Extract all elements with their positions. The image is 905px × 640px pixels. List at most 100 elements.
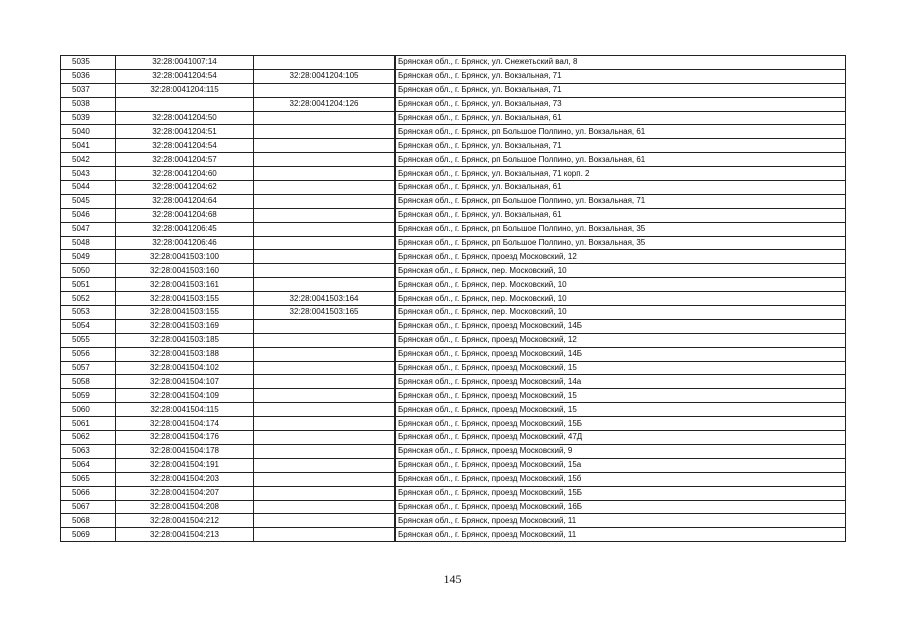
- row-number-cell: 5067: [60, 499, 116, 515]
- cadastral-number-cell: 32:28:0041503:100: [115, 249, 254, 265]
- address-cell: Брянская обл., г. Брянск, ул. Снежетьски…: [394, 55, 846, 70]
- cadastral-number-cell: 32:28:0041204:115: [115, 82, 254, 98]
- cadastral-number-cell: 32:28:0041204:64: [115, 193, 254, 209]
- table-row: 5043 32:28:0041204:60 Брянская обл., г. Бр…: [60, 166, 846, 182]
- row-number-cell: 5053: [60, 305, 116, 320]
- address-cell: Брянская обл., г. Брянск, ул. Вокзальная…: [394, 82, 846, 98]
- page-number: 145: [443, 572, 462, 586]
- cadastral-number-cell: 32:28:0041504:115: [115, 402, 254, 418]
- table-row: 5068 32:28:0041504:212 Брянская обл., г. Б…: [60, 513, 846, 529]
- row-number-cell: 5041: [60, 138, 116, 154]
- address-cell: Брянская обл., г. Брянск, проезд Московс…: [394, 471, 846, 487]
- linked-cadastral-number-cell: [253, 332, 396, 348]
- address-cell: Брянская обл., г. Брянск, рп Большое Пол…: [394, 235, 846, 251]
- linked-cadastral-number-cell: [253, 110, 396, 126]
- linked-cadastral-number-cell: [253, 485, 396, 501]
- table-row: 5066 32:28:0041504:207 Брянская обл., г. Б…: [60, 485, 846, 501]
- table-row: 5038 32:28:0041204:126 Брянская обл., г. Б…: [60, 96, 846, 112]
- linked-cadastral-number-cell: [253, 193, 396, 209]
- row-number-cell: 5039: [60, 110, 116, 126]
- address-cell: Брянская обл., г. Брянск, рп Большое Пол…: [394, 124, 846, 140]
- linked-cadastral-number-cell: [253, 388, 396, 404]
- address-cell: Брянская обл., г. Брянск, проезд Московс…: [394, 388, 846, 404]
- table-row: 5052 32:28:0041503:155 32:28:0041503:164 Бр…: [60, 291, 846, 307]
- table-row: 5047 32:28:0041206:45 Брянская обл., г. Бр…: [60, 221, 846, 237]
- row-number-cell: 5061: [60, 416, 116, 432]
- address-cell: Брянская обл., г. Брянск, пер. Московски…: [394, 291, 846, 307]
- row-number-cell: 5059: [60, 388, 116, 404]
- linked-cadastral-number-cell: [253, 249, 396, 265]
- row-number-cell: 5050: [60, 263, 116, 279]
- table-row: 5054 32:28:0041503:169 Брянская обл., г. Б…: [60, 318, 846, 334]
- row-number-cell: 5060: [60, 402, 116, 418]
- address-cell: Брянская обл., г. Брянск, проезд Московс…: [394, 249, 846, 265]
- cadastral-number-cell: 32:28:0041204:50: [115, 110, 254, 126]
- linked-cadastral-number-cell: [253, 443, 396, 459]
- table-row: 5058 32:28:0041504:107 Брянская обл., г. Б…: [60, 374, 846, 390]
- linked-cadastral-number-cell: [253, 124, 396, 140]
- row-number-cell: 5046: [60, 207, 116, 223]
- linked-cadastral-number-cell: [253, 346, 396, 362]
- address-cell: Брянская обл., г. Брянск, рп Большое Пол…: [394, 152, 846, 168]
- row-number-cell: 5047: [60, 221, 116, 237]
- table-row: 5037 32:28:0041204:115 Брянская обл., г. Б…: [60, 82, 846, 98]
- table-row: 5053 32:28:0041503:155 32:28:0041503:165 Бр…: [60, 305, 846, 320]
- row-number-cell: 5057: [60, 360, 116, 376]
- table-row: 5062 32:28:0041504:176 Брянская обл., г. Б…: [60, 430, 846, 445]
- address-cell: Брянская обл., г. Брянск, проезд Московс…: [394, 485, 846, 501]
- address-cell: Брянская обл., г. Брянск, проезд Московс…: [394, 360, 846, 376]
- cadastral-number-cell: 32:28:0041504:109: [115, 388, 254, 404]
- address-cell: Брянская обл., г. Брянск, проезд Московс…: [394, 332, 846, 348]
- row-number-cell: 5048: [60, 235, 116, 251]
- table-row: 5044 32:28:0041204:62 Брянская обл., г. Бр…: [60, 180, 846, 195]
- linked-cadastral-number-cell: 32:28:0041204:126: [253, 96, 396, 112]
- cadastral-number-cell: 32:28:0041007:14: [115, 55, 254, 70]
- cadastral-number-cell: 32:28:0041504:213: [115, 527, 254, 543]
- linked-cadastral-number-cell: [253, 402, 396, 418]
- row-number-cell: 5045: [60, 193, 116, 209]
- row-number-cell: 5056: [60, 346, 116, 362]
- table-row: 5048 32:28:0041206:46 Брянская обл., г. Бр…: [60, 235, 846, 251]
- row-number-cell: 5049: [60, 249, 116, 265]
- address-cell: Брянская обл., г. Брянск, пер. Московски…: [394, 277, 846, 293]
- cadastral-number-cell: 32:28:0041504:208: [115, 499, 254, 515]
- cadastral-number-cell: 32:28:0041204:62: [115, 180, 254, 195]
- table-row: 5036 32:28:0041204:54 32:28:0041204:105 Бря…: [60, 68, 846, 84]
- row-number-cell: 5064: [60, 457, 116, 473]
- table-row: 5035 32:28:0041007:14 Брянская обл., г. Бр…: [60, 55, 846, 70]
- row-number-cell: 5051: [60, 277, 116, 293]
- row-number-cell: 5063: [60, 443, 116, 459]
- table-row: 5041 32:28:0041204:54 Брянская обл., г. Бр…: [60, 138, 846, 154]
- table-row: 5040 32:28:0041204:51 Брянская обл., г. Бр…: [60, 124, 846, 140]
- address-cell: Брянская обл., г. Брянск, ул. Вокзальная…: [394, 68, 846, 84]
- linked-cadastral-number-cell: [253, 82, 396, 98]
- address-cell: Брянская обл., г. Брянск, ул. Вокзальная…: [394, 180, 846, 195]
- table-body: 5035 32:28:0041007:14 Брянская обл., г. Бр…: [60, 55, 846, 543]
- cadastral-number-cell: 32:28:0041504:203: [115, 471, 254, 487]
- linked-cadastral-number-cell: 32:28:0041503:165: [253, 305, 396, 320]
- linked-cadastral-number-cell: [253, 55, 396, 70]
- table-row: 5045 32:28:0041204:64 Брянская обл., г. Бр…: [60, 193, 846, 209]
- linked-cadastral-number-cell: [253, 318, 396, 334]
- property-table: 5035 32:28:0041007:14 Брянская обл., г. Бр…: [60, 55, 846, 543]
- linked-cadastral-number-cell: [253, 513, 396, 529]
- table-row: 5064 32:28:0041504:191 Брянская обл., г. Б…: [60, 457, 846, 473]
- table-row: 5051 32:28:0041503:161 Брянская обл., г. Б…: [60, 277, 846, 293]
- row-number-cell: 5055: [60, 332, 116, 348]
- cadastral-number-cell: 32:28:0041503:161: [115, 277, 254, 293]
- row-number-cell: 5065: [60, 471, 116, 487]
- row-number-cell: 5035: [60, 55, 116, 70]
- linked-cadastral-number-cell: [253, 277, 396, 293]
- cadastral-number-cell: 32:28:0041204:54: [115, 68, 254, 84]
- linked-cadastral-number-cell: [253, 374, 396, 390]
- address-cell: Брянская обл., г. Брянск, проезд Московс…: [394, 416, 846, 432]
- cadastral-number-cell: 32:28:0041204:60: [115, 166, 254, 182]
- address-cell: Брянская обл., г. Брянск, ул. Вокзальная…: [394, 138, 846, 154]
- cadastral-number-cell: 32:28:0041504:191: [115, 457, 254, 473]
- address-cell: Брянская обл., г. Брянск, рп Большое Пол…: [394, 221, 846, 237]
- address-cell: Брянская обл., г. Брянск, ул. Вокзальная…: [394, 166, 846, 182]
- cadastral-number-cell: 32:28:0041204:54: [115, 138, 254, 154]
- address-cell: Брянская обл., г. Брянск, рп Большое Пол…: [394, 193, 846, 209]
- row-number-cell: 5058: [60, 374, 116, 390]
- table-row: 5069 32:28:0041504:213 Брянская обл., г. Б…: [60, 527, 846, 543]
